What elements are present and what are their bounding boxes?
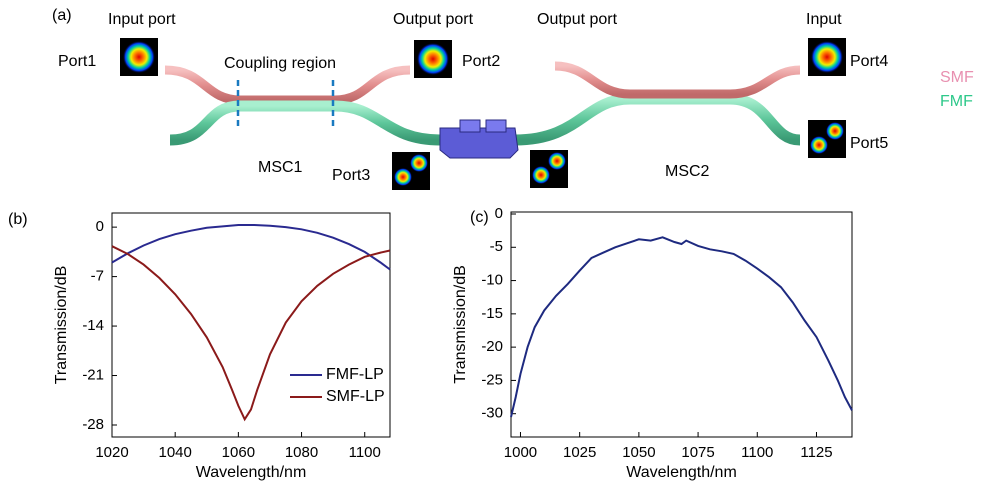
label: Coupling region <box>224 55 336 72</box>
label: Port1 <box>58 53 96 70</box>
diagram: (a) Input port Port1 Coupling region Out… <box>52 7 974 190</box>
smf-fiber <box>555 66 800 94</box>
y-tick-label: -30 <box>481 405 503 422</box>
plot-frame <box>511 212 852 437</box>
legend-label: SMF-LP <box>326 388 385 405</box>
panel-label: (a) <box>52 7 72 24</box>
mode-image <box>530 150 568 188</box>
y-tick-label: -28 <box>82 416 104 433</box>
fmf-fiber <box>515 99 800 140</box>
legend-label: FMF <box>940 93 973 110</box>
label: Output port <box>393 11 474 28</box>
x-tick-label: 1080 <box>285 444 318 461</box>
figure: (a) Input port Port1 Coupling region Out… <box>0 0 987 482</box>
y-tick-label: -7 <box>91 268 104 285</box>
label: Port5 <box>850 135 888 152</box>
y-tick-label: -21 <box>82 366 104 383</box>
connector <box>460 120 480 132</box>
mode-image <box>392 152 430 190</box>
panel-label: (c) <box>470 209 489 226</box>
y-axis-label: Transmission/dB <box>53 266 70 385</box>
label: MSC1 <box>258 159 303 176</box>
label: Input port <box>108 11 176 28</box>
label: Port2 <box>462 53 500 70</box>
mode-image <box>808 38 846 76</box>
x-axis-label: Wavelength/nm <box>626 464 737 481</box>
y-axis-label: Transmission/dB <box>452 265 469 384</box>
label: Port4 <box>850 53 888 70</box>
panel-label: (b) <box>8 211 28 228</box>
x-tick-label: 1100 <box>741 444 773 461</box>
y-tick-label: -20 <box>481 338 503 355</box>
x-tick-label: 1075 <box>681 444 714 461</box>
x-tick-label: 1060 <box>222 444 255 461</box>
x-tick-label: 1125 <box>800 444 832 461</box>
line <box>511 237 852 417</box>
mode-image <box>414 40 452 78</box>
y-tick-label: 0 <box>96 218 104 235</box>
mode-image <box>120 38 158 76</box>
legend-label: SMF <box>940 69 974 86</box>
x-tick-label: 1000 <box>504 444 537 461</box>
x-tick-label: 1025 <box>563 444 596 461</box>
legend-label: FMF-LP <box>326 366 384 383</box>
line <box>112 225 390 270</box>
y-tick-label: -10 <box>481 272 503 289</box>
y-tick-label: -25 <box>481 371 503 388</box>
x-tick-label: 1050 <box>622 444 655 461</box>
y-tick-label: -15 <box>481 305 503 322</box>
label: Output port <box>537 11 618 28</box>
label: MSC2 <box>665 163 710 180</box>
connector <box>486 120 506 132</box>
y-tick-label: 0 <box>495 205 503 222</box>
x-tick-label: 1040 <box>158 444 191 461</box>
x-axis-label: Wavelength/nm <box>196 464 307 481</box>
y-tick-label: -5 <box>490 238 503 255</box>
x-tick-label: 1020 <box>95 444 128 461</box>
fmf-fiber <box>170 106 440 140</box>
x-tick-label: 1100 <box>349 444 381 461</box>
label: Input <box>806 11 842 28</box>
smf-fiber <box>165 70 410 100</box>
label: Port3 <box>332 167 370 184</box>
y-tick-label: -14 <box>82 317 104 334</box>
mode-image <box>808 120 846 158</box>
